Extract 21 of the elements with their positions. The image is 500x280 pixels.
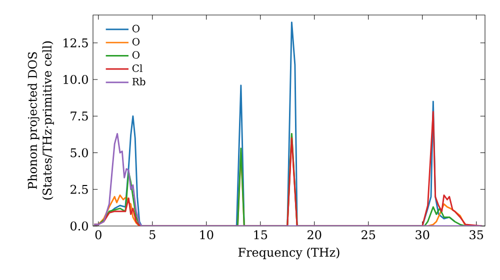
legend-label: Cl	[132, 64, 142, 72]
legend-label: O	[132, 38, 140, 46]
y-tick-label: 7.5	[70, 112, 88, 121]
legend-label: Rb	[132, 78, 146, 86]
x-tick-label: 20	[308, 230, 322, 240]
y-tick-label: 12.5	[64, 38, 88, 48]
x-tick-label: 30	[416, 230, 430, 240]
y-tick-label: 10.0	[64, 74, 88, 84]
x-tick-label: 25	[362, 230, 376, 240]
x-tick-label: 15	[254, 230, 268, 240]
y-tick-label: 2.5	[70, 184, 88, 194]
y-tick-label: 0.0	[70, 221, 88, 231]
x-axis-title: Frequency (THz)	[238, 248, 340, 260]
y-axis-title: Phonon projected DOS (States/THz·primitive cell)	[28, 41, 54, 200]
x-tick-label: 5	[150, 230, 156, 240]
x-tick-label: 0	[95, 230, 102, 240]
x-tick-label: 35	[470, 230, 484, 240]
x-tick-label: 10	[200, 230, 214, 240]
legend-label: O	[132, 51, 140, 59]
legend-label: O	[132, 24, 140, 32]
y-tick-label: 5.0	[70, 148, 88, 158]
